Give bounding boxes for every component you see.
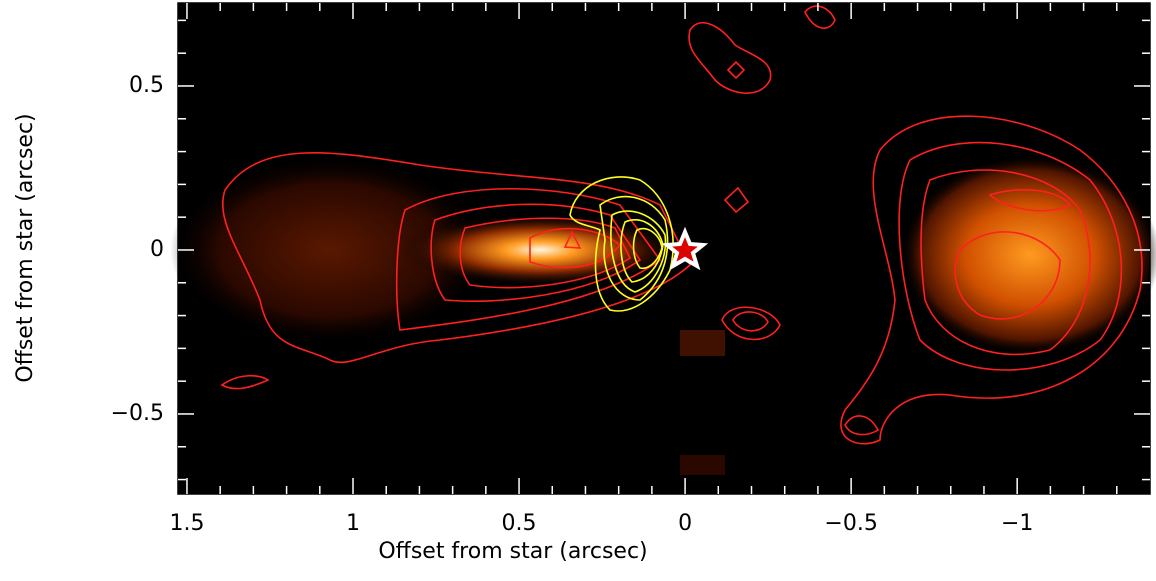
y-tick-label: 0.5 — [129, 73, 164, 98]
jet-emission — [400, 214, 680, 286]
x-axis-label: Offset from star (arcsec) — [378, 539, 647, 564]
lobe-emission — [900, 155, 1156, 355]
y-tick-label: 0 — [150, 237, 164, 262]
pixel-patch — [680, 455, 725, 475]
x-tick-label: 1 — [346, 511, 360, 536]
x-tick-label: 1.5 — [169, 511, 204, 536]
pixel-patch — [680, 330, 725, 356]
y-tick-label: −0.5 — [111, 401, 164, 426]
chart: Offset from star (arcsec) Offset from st… — [0, 0, 1156, 577]
x-tick-label: −0.5 — [824, 511, 877, 536]
y-axis-label: Offset from star (arcsec) — [13, 113, 38, 382]
page: {"chart_data": {"type": "image", "xlabel… — [0, 0, 1156, 581]
x-tick-label: −1 — [1001, 511, 1033, 536]
x-tick-label: 0 — [678, 511, 692, 536]
x-tick-label: 0.5 — [502, 511, 537, 536]
